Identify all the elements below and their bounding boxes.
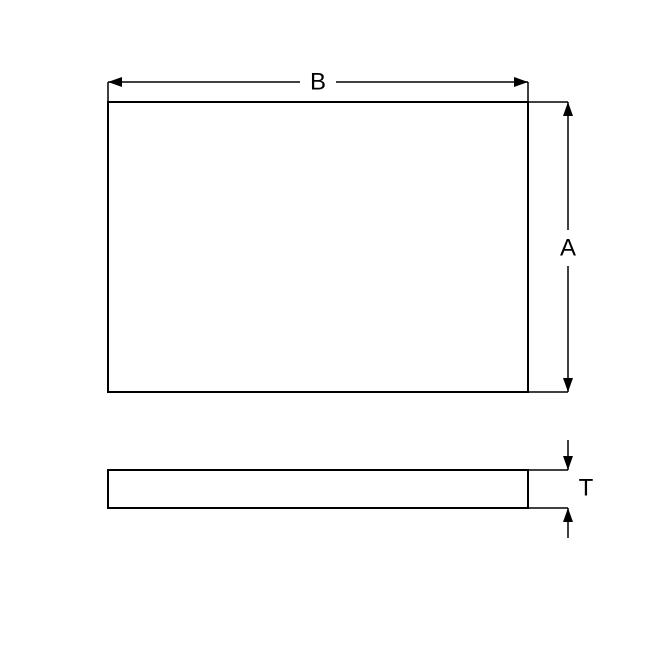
dim-t-label: T (579, 474, 594, 501)
side-rectangle (108, 470, 528, 508)
arrowhead-icon (563, 508, 573, 522)
arrowhead-icon (563, 102, 573, 116)
dim-b-label: B (310, 68, 326, 95)
arrowhead-icon (563, 378, 573, 392)
dim-a-label: A (560, 234, 576, 261)
arrowhead-icon (108, 77, 122, 87)
arrowhead-icon (563, 456, 573, 470)
plan-rectangle (108, 102, 528, 392)
arrowhead-icon (514, 77, 528, 87)
